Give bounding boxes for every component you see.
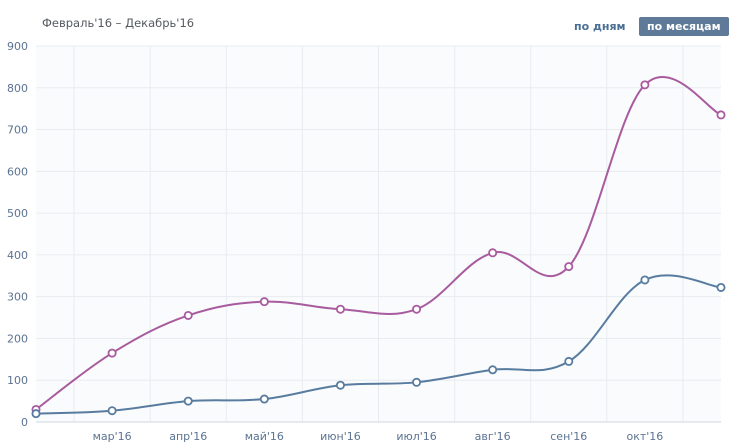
x-tick-label: сен'16	[550, 430, 587, 443]
data-point	[412, 377, 422, 387]
y-tick-label: 600	[7, 165, 28, 178]
y-axis-ticks: 0 100 200 300 400 500 600 700 800 900	[7, 40, 28, 429]
data-point	[488, 248, 498, 258]
data-point	[488, 365, 498, 375]
by-months-button[interactable]: по месяцам	[639, 17, 729, 36]
x-tick-label: июл'16	[396, 430, 436, 443]
data-point	[335, 380, 345, 390]
data-point	[107, 348, 117, 358]
data-point	[716, 282, 726, 292]
y-tick-label: 0	[21, 416, 28, 429]
data-point	[31, 409, 41, 419]
x-tick-label: авг'16	[475, 430, 511, 443]
y-tick-label: 300	[7, 291, 28, 304]
chart-points	[31, 80, 726, 419]
series-line-2	[35, 274, 722, 415]
data-point	[564, 356, 574, 366]
x-tick-label: апр'16	[169, 430, 207, 443]
data-point	[564, 262, 574, 272]
data-point	[183, 396, 193, 406]
x-tick-label: июн'16	[320, 430, 361, 443]
y-tick-label: 500	[7, 207, 28, 220]
x-tick-label: май'16	[245, 430, 284, 443]
y-tick-label: 800	[7, 82, 28, 95]
y-tick-label: 900	[7, 40, 28, 53]
y-tick-label: 400	[7, 249, 28, 262]
data-point	[183, 310, 193, 320]
x-tick-label: окт'16	[626, 430, 663, 443]
data-point	[335, 304, 345, 314]
x-tick-label: мар'16	[93, 430, 132, 443]
data-point	[412, 304, 422, 314]
period-label: Февраль'16 – Декабрь'16	[42, 16, 195, 30]
by-days-button[interactable]: по дням	[574, 20, 626, 33]
data-point	[640, 275, 650, 285]
data-point	[259, 394, 269, 404]
data-point	[640, 80, 650, 90]
chart-grid	[36, 45, 721, 423]
y-tick-label: 100	[7, 374, 28, 387]
x-axis-ticks: мар'16 апр'16 май'16 июн'16 июл'16 авг'16 сен'…	[93, 430, 664, 443]
y-tick-label: 700	[7, 124, 28, 137]
data-point	[716, 110, 726, 120]
data-point	[259, 297, 269, 307]
y-tick-label: 200	[7, 332, 28, 345]
data-point	[107, 406, 117, 416]
